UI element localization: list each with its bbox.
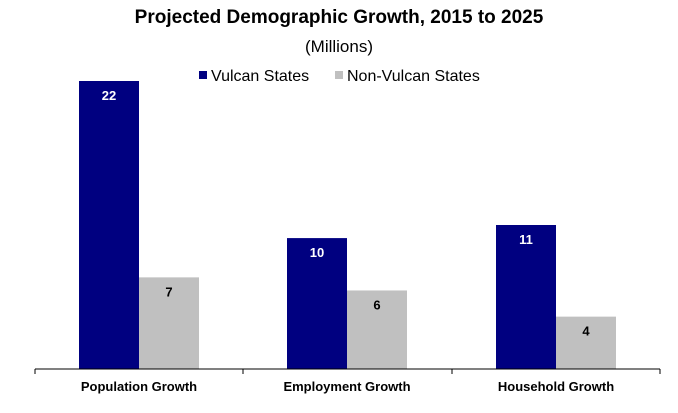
bars-group bbox=[79, 81, 616, 369]
x-tick-label-population: Population Growth bbox=[81, 379, 197, 394]
bar-non-vulcan-household bbox=[556, 316, 616, 369]
legend-swatch-vulcan bbox=[199, 71, 207, 79]
bar-vulcan-household bbox=[496, 225, 556, 369]
data-label-non-vulcan-population: 7 bbox=[165, 284, 172, 299]
bar-non-vulcan-employment bbox=[347, 290, 407, 369]
chart-title: Projected Demographic Growth, 2015 to 20… bbox=[135, 7, 544, 28]
legend: Vulcan States Non-Vulcan States bbox=[199, 68, 480, 85]
data-label-vulcan-employment: 10 bbox=[310, 245, 324, 260]
bar-vulcan-population bbox=[79, 81, 139, 369]
chart-subtitle: (Millions) bbox=[305, 37, 373, 56]
bar-non-vulcan-population bbox=[139, 277, 199, 369]
x-tick-label-household: Household Growth bbox=[498, 379, 614, 394]
value-labels-group: 22 7 10 6 11 4 bbox=[102, 88, 591, 339]
bar-vulcan-employment bbox=[287, 238, 347, 369]
x-tick-label-employment: Employment Growth bbox=[283, 379, 410, 394]
legend-swatch-non-vulcan bbox=[335, 71, 343, 79]
data-label-non-vulcan-household: 4 bbox=[582, 324, 590, 339]
x-axis: Population Growth Employment Growth Hous… bbox=[34, 368, 661, 394]
legend-label-non-vulcan: Non-Vulcan States bbox=[347, 68, 480, 85]
data-label-non-vulcan-employment: 6 bbox=[373, 297, 380, 312]
data-label-vulcan-household: 11 bbox=[519, 232, 533, 247]
data-label-vulcan-population: 22 bbox=[102, 88, 116, 103]
legend-label-vulcan: Vulcan States bbox=[211, 68, 309, 85]
